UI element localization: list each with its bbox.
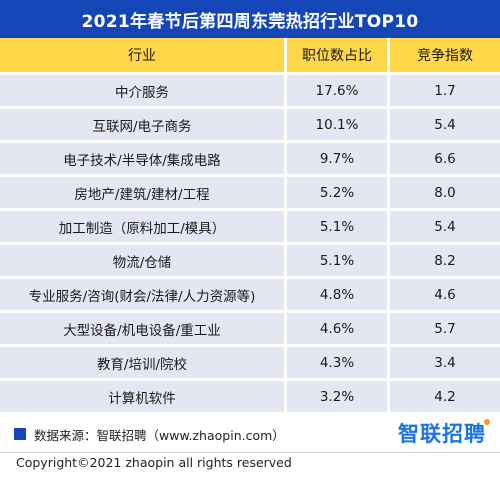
logo-dot-icon xyxy=(484,419,490,425)
header-industry: 行业 xyxy=(0,38,287,75)
table-row: 物流/仓储 5.1% 8.2 xyxy=(0,245,500,279)
data-source: 数据来源：智联招聘（www.zhaopin.com） xyxy=(0,426,285,443)
industry-cell: 中介服务 xyxy=(0,75,287,109)
header-competition-index: 竞争指数 xyxy=(390,38,500,75)
competition-index-cell: 3.4 xyxy=(390,347,500,381)
job-share-cell: 4.8% xyxy=(287,279,390,313)
industry-table: 行业 职位数占比 竞争指数 中介服务 17.6% 1.7 互联网/电子商务 10… xyxy=(0,38,500,415)
job-share-cell: 5.2% xyxy=(287,177,390,211)
industry-cell: 互联网/电子商务 xyxy=(0,109,287,143)
table-row: 专业服务/咨询(财会/法律/人力资源等) 4.8% 4.6 xyxy=(0,279,500,313)
job-share-cell: 3.2% xyxy=(287,381,390,415)
industry-cell: 电子技术/半导体/集成电路 xyxy=(0,143,287,177)
brand-text: 智联招聘 xyxy=(398,422,486,446)
job-share-cell: 4.3% xyxy=(287,347,390,381)
competition-index-cell: 4.2 xyxy=(390,381,500,415)
industry-cell: 专业服务/咨询(财会/法律/人力资源等) xyxy=(0,279,287,313)
brand-logo: 智联招聘 xyxy=(398,418,490,448)
copyright-text: Copyright©2021 zhaopin all rights reserv… xyxy=(0,452,500,472)
job-share-cell: 4.6% xyxy=(287,313,390,347)
competition-index-cell: 4.6 xyxy=(390,279,500,313)
table-row: 教育/培训/院校 4.3% 3.4 xyxy=(0,347,500,381)
zhaopin-logo: 智联招聘 xyxy=(398,418,490,448)
job-share-cell: 5.1% xyxy=(287,211,390,245)
competition-index-cell: 8.2 xyxy=(390,245,500,279)
table-row: 中介服务 17.6% 1.7 xyxy=(0,75,500,109)
competition-index-cell: 5.7 xyxy=(390,313,500,347)
table-header-row: 行业 职位数占比 竞争指数 xyxy=(0,38,500,75)
page-title: 2021年春节后第四周东莞热招行业TOP10 xyxy=(0,0,500,38)
job-share-cell: 17.6% xyxy=(287,75,390,109)
square-icon xyxy=(14,428,26,440)
table-row: 电子技术/半导体/集成电路 9.7% 6.6 xyxy=(0,143,500,177)
table-row: 互联网/电子商务 10.1% 5.4 xyxy=(0,109,500,143)
competition-index-cell: 1.7 xyxy=(390,75,500,109)
footer: 数据来源：智联招聘（www.zhaopin.com） 智联招聘 Copyrigh… xyxy=(0,412,500,478)
industry-cell: 计算机软件 xyxy=(0,381,287,415)
header-job-share: 职位数占比 xyxy=(287,38,390,75)
job-share-cell: 9.7% xyxy=(287,143,390,177)
industry-cell: 大型设备/机电设备/重工业 xyxy=(0,313,287,347)
table-row: 房地产/建筑/建材/工程 5.2% 8.0 xyxy=(0,177,500,211)
industry-cell: 物流/仓储 xyxy=(0,245,287,279)
industry-cell: 教育/培训/院校 xyxy=(0,347,287,381)
table-row: 大型设备/机电设备/重工业 4.6% 5.7 xyxy=(0,313,500,347)
competition-index-cell: 8.0 xyxy=(390,177,500,211)
data-source-text: 数据来源：智联招聘（www.zhaopin.com） xyxy=(34,427,285,443)
competition-index-cell: 5.4 xyxy=(390,109,500,143)
job-share-cell: 10.1% xyxy=(287,109,390,143)
table-row: 加工制造（原料加工/模具） 5.1% 5.4 xyxy=(0,211,500,245)
table-row: 计算机软件 3.2% 4.2 xyxy=(0,381,500,415)
industry-cell: 加工制造（原料加工/模具） xyxy=(0,211,287,245)
competition-index-cell: 5.4 xyxy=(390,211,500,245)
competition-index-cell: 6.6 xyxy=(390,143,500,177)
industry-cell: 房地产/建筑/建材/工程 xyxy=(0,177,287,211)
job-share-cell: 5.1% xyxy=(287,245,390,279)
